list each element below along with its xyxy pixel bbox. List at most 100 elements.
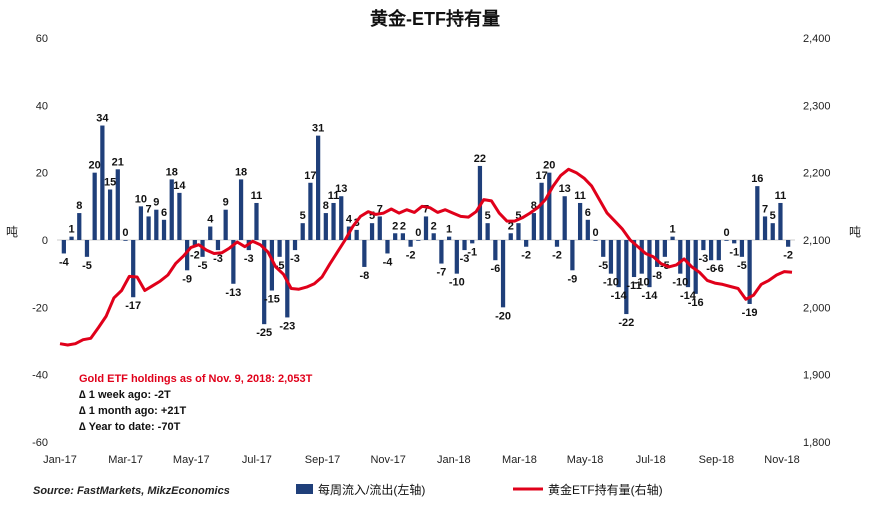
flow-bar-label: 5 (369, 210, 375, 222)
flow-bar (608, 240, 614, 274)
flow-bar-label: -5 (82, 260, 92, 272)
right-tick-label: 1,900 (803, 370, 831, 382)
source-note: Source: FastMarkets, MikzEconomics (33, 485, 230, 497)
flow-bar (238, 179, 244, 240)
flow-bar (408, 240, 413, 247)
flow-bar-label: 2 (400, 220, 406, 232)
flow-bar (485, 223, 490, 240)
x-tick-label: Jan-18 (437, 454, 471, 466)
flow-bar (562, 196, 567, 240)
flow-bar (400, 233, 406, 240)
flow-bar-label: -20 (495, 310, 511, 322)
flow-bar (316, 135, 321, 240)
flow-bar (601, 240, 606, 257)
flow-bar-label: -25 (256, 327, 272, 339)
annotation-week: ∆ 1 week ago: -2T (79, 389, 171, 401)
flow-bar-label: -15 (264, 294, 280, 306)
left-tick-label: 0 (42, 235, 48, 247)
flow-bar (154, 209, 159, 240)
flow-bar-label: -14 (641, 290, 658, 302)
legend-bar-swatch (296, 484, 313, 494)
flow-bar (524, 240, 529, 247)
flow-bar (593, 240, 598, 241)
flow-bar-label: 6 (161, 207, 167, 219)
flow-bar (616, 240, 621, 288)
x-tick-label: May-17 (173, 454, 210, 466)
flow-bar (300, 223, 305, 240)
flow-bar-label: -10 (634, 277, 650, 289)
flow-bar-label: 13 (335, 183, 347, 195)
flow-bar-label: 4 (207, 214, 214, 226)
weekly-flow-bar-labels: -418-5203415210-17107961814-9-2-54-39-13… (59, 113, 793, 340)
flow-bar (100, 125, 105, 240)
flow-bar (446, 236, 452, 240)
flow-bar (92, 172, 97, 240)
x-tick-label: Nov-18 (764, 454, 799, 466)
x-axis: Jan-17 Mar-17 May-17 Jul-17 Sep-17 Nov-17 Jan-… (43, 454, 800, 466)
x-tick-label: Sep-18 (699, 454, 734, 466)
flow-bar-label: 0 (415, 227, 421, 239)
flow-bar (439, 240, 444, 264)
flow-bar (308, 182, 313, 240)
flow-bar (323, 213, 328, 240)
flow-bar (369, 223, 375, 240)
flow-bar (470, 240, 475, 244)
flow-bar-label: -1 (467, 246, 477, 258)
flow-bar (431, 233, 436, 240)
flow-bar (385, 240, 390, 254)
flow-bar (169, 179, 174, 240)
flow-bar (146, 216, 151, 240)
flow-bar-label: -14 (680, 290, 697, 302)
flow-bar (762, 216, 768, 240)
flow-bar-label: 1 (446, 224, 452, 236)
flow-bar (377, 216, 382, 240)
right-y-axis: 1,800 1,900 2,000 2,100 2,200 2,300 2,400 (803, 33, 831, 449)
flow-bar-label: -14 (611, 290, 628, 302)
flow-bar-label: 5 (770, 210, 776, 222)
flow-bar-label: 17 (535, 170, 547, 182)
flow-bar (662, 240, 667, 257)
x-tick-label: Nov-17 (370, 454, 405, 466)
flow-bar-label: -22 (618, 317, 634, 329)
flow-bar-label: 8 (76, 200, 82, 212)
right-tick-label: 1,800 (803, 437, 831, 449)
annotation-headline: Gold ETF holdings as of Nov. 9, 2018: 2,… (79, 373, 313, 385)
flow-bar (701, 240, 706, 251)
left-tick-label: 60 (36, 33, 48, 45)
flow-bar (639, 240, 644, 274)
flow-bar-label: -7 (437, 267, 447, 279)
flow-bar (732, 240, 737, 244)
legend-line-label: 黄金ETF持有量(右轴) (548, 482, 663, 497)
flow-bar (755, 186, 760, 240)
flow-bar-label: -8 (359, 270, 369, 282)
flow-bar-label: 7 (762, 203, 768, 215)
flow-bar-label: -17 (125, 300, 141, 312)
flow-bar (508, 233, 513, 240)
flow-bar-label: 5 (485, 210, 491, 222)
flow-bar (77, 213, 82, 240)
flow-bar-label: 5 (515, 210, 521, 222)
flow-bar-label: 14 (173, 180, 186, 192)
flow-bar (231, 240, 236, 284)
flow-bar-label: 13 (559, 183, 571, 195)
flow-bar (161, 219, 167, 240)
flow-bar-label: 8 (323, 200, 329, 212)
flow-bar (531, 213, 536, 240)
flow-bar (393, 233, 398, 240)
flow-bar (339, 196, 344, 240)
flow-bar (454, 240, 459, 274)
flow-bar (724, 240, 729, 241)
flow-bar-label: -9 (568, 273, 578, 285)
flow-bar-label: 7 (423, 203, 429, 215)
flow-bar-label: -3 (213, 253, 223, 265)
flow-bar-label: 11 (251, 190, 263, 202)
flow-bar (69, 236, 74, 240)
flow-bar-label: 11 (775, 190, 787, 202)
flow-bar (631, 240, 637, 278)
flow-bar-label: 9 (153, 197, 159, 209)
flow-bar-label: 1 (670, 224, 676, 236)
flow-bar (554, 240, 560, 247)
flow-bar-label: 2 (431, 220, 437, 232)
flow-bar (61, 240, 66, 254)
